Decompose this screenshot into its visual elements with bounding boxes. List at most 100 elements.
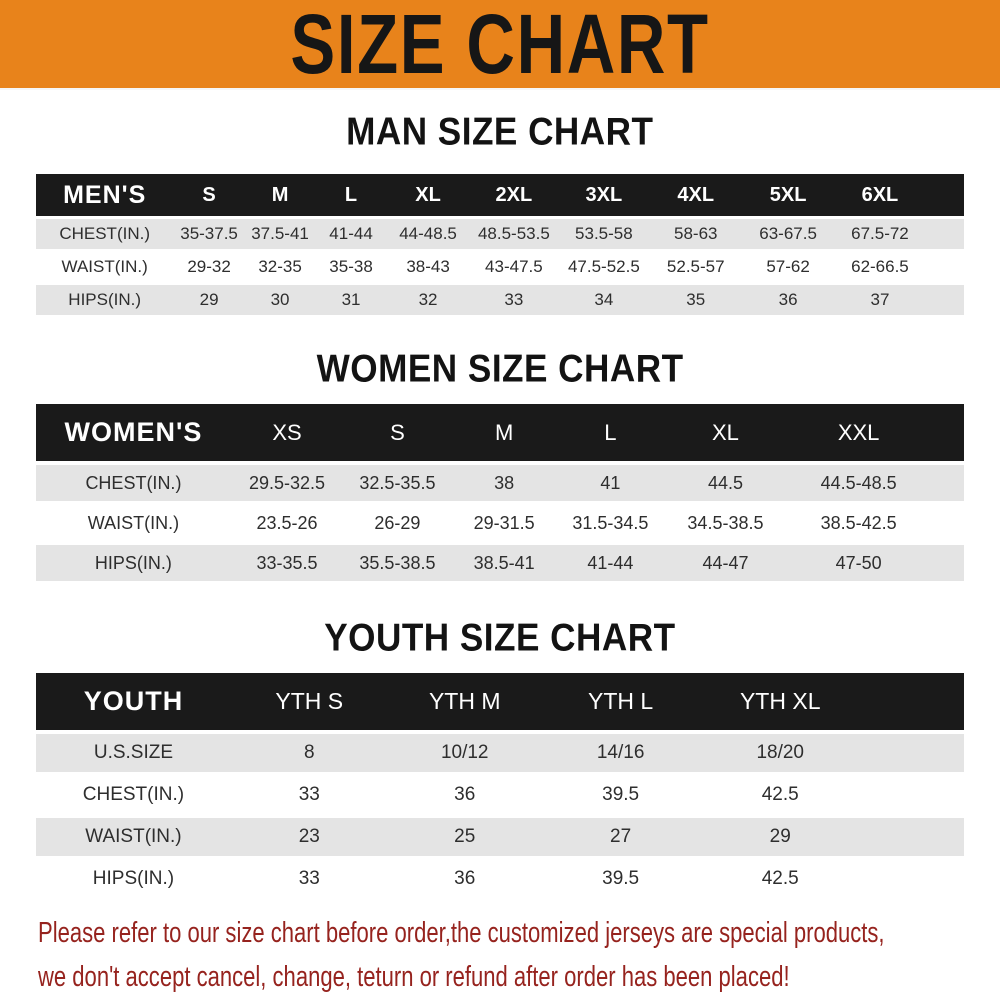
size-value-cell: 34 — [558, 285, 650, 315]
men-hips-row: HIPS(IN.) 29 30 31 32 33 34 35 36 37 — [36, 285, 964, 315]
size-value-cell: 43-47.5 — [469, 252, 559, 282]
youth-col-header: YTH L — [541, 673, 700, 730]
size-value-cell: 62-66.5 — [834, 252, 926, 282]
row-label: U.S.SIZE — [36, 734, 231, 772]
women-chest-row: CHEST(IN.) 29.5-32.5 32.5-35.5 38 41 44.… — [36, 465, 964, 501]
men-col-header: M — [244, 174, 316, 216]
youth-section: YOUTH SIZE CHART YOUTH YTH S YTH M YTH L… — [0, 615, 1000, 902]
size-value-cell: 48.5-53.5 — [469, 219, 559, 249]
men-col-header: 2XL — [469, 174, 559, 216]
size-value-cell: 29-31.5 — [451, 505, 557, 541]
size-value-cell: 44.5-48.5 — [786, 465, 931, 501]
men-table-corner: MEN'S — [36, 174, 174, 216]
size-value-cell: 47-50 — [786, 545, 931, 581]
filler-cell — [925, 285, 964, 315]
filler-cell — [925, 252, 964, 282]
size-value-cell: 33 — [469, 285, 559, 315]
youth-waist-row: WAIST(IN.) 23 25 27 29 — [36, 818, 964, 856]
women-size-table: WOMEN'S XS S M L XL XXL CHEST(IN.) 29.5-… — [36, 400, 964, 585]
women-section-heading: WOMEN SIZE CHART — [0, 346, 1000, 390]
youth-chest-row: CHEST(IN.) 33 36 39.5 42.5 — [36, 776, 964, 814]
filler-cell — [930, 465, 964, 501]
size-chart-title: SIZE CHART — [290, 0, 710, 91]
size-value-cell: 14/16 — [541, 734, 700, 772]
men-section-heading: MAN SIZE CHART — [0, 109, 1000, 153]
youth-table-corner: YOUTH — [36, 673, 231, 730]
size-value-cell: 29 — [173, 285, 245, 315]
filler-cell — [860, 673, 964, 730]
row-label: HIPS(IN.) — [36, 545, 231, 581]
size-value-cell: 42.5 — [699, 776, 861, 814]
women-col-header: L — [556, 404, 665, 461]
filler-cell — [930, 545, 964, 581]
filler-cell — [930, 505, 964, 541]
size-value-cell: 35.5-38.5 — [343, 545, 452, 581]
size-value-cell: 44-48.5 — [386, 219, 470, 249]
filler-cell — [860, 776, 964, 814]
men-col-header: 3XL — [558, 174, 650, 216]
size-value-cell: 33 — [230, 860, 388, 898]
row-label: HIPS(IN.) — [36, 285, 174, 315]
size-value-cell: 10/12 — [387, 734, 542, 772]
women-col-header: XS — [230, 404, 344, 461]
size-value-cell: 47.5-52.5 — [558, 252, 650, 282]
men-waist-row: WAIST(IN.) 29-32 32-35 35-38 38-43 43-47… — [36, 252, 964, 282]
row-label: CHEST(IN.) — [36, 776, 231, 814]
row-label: WAIST(IN.) — [36, 818, 231, 856]
women-table-corner: WOMEN'S — [36, 404, 231, 461]
size-value-cell: 53.5-58 — [558, 219, 650, 249]
size-value-cell: 44-47 — [664, 545, 787, 581]
youth-header-row: YOUTH YTH S YTH M YTH L YTH XL — [36, 673, 964, 730]
size-value-cell: 26-29 — [343, 505, 452, 541]
men-section: MAN SIZE CHART MEN'S S M L XL 2XL 3XL 4X… — [0, 109, 1000, 318]
filler-cell — [925, 219, 964, 249]
youth-col-header: YTH S — [230, 673, 388, 730]
row-label: WAIST(IN.) — [36, 505, 231, 541]
size-chart-banner: SIZE CHART — [0, 0, 1000, 90]
size-value-cell: 34.5-38.5 — [664, 505, 787, 541]
size-value-cell: 33-35.5 — [230, 545, 344, 581]
size-value-cell: 38 — [451, 465, 557, 501]
youth-section-heading-text: YOUTH SIZE CHART — [324, 615, 676, 659]
size-value-cell: 63-67.5 — [742, 219, 835, 249]
size-value-cell: 25 — [387, 818, 542, 856]
men-col-header: S — [173, 174, 245, 216]
size-value-cell: 52.5-57 — [649, 252, 743, 282]
row-label: WAIST(IN.) — [36, 252, 174, 282]
size-value-cell: 57-62 — [742, 252, 835, 282]
women-waist-row: WAIST(IN.) 23.5-26 26-29 29-31.5 31.5-34… — [36, 505, 964, 541]
men-section-heading-text: MAN SIZE CHART — [346, 109, 654, 153]
size-value-cell: 35 — [649, 285, 743, 315]
men-size-table: MEN'S S M L XL 2XL 3XL 4XL 5XL 6XL CHEST… — [36, 171, 964, 318]
size-value-cell: 41-44 — [556, 545, 665, 581]
men-chest-row: CHEST(IN.) 35-37.5 37.5-41 41-44 44-48.5… — [36, 219, 964, 249]
size-value-cell: 36 — [387, 860, 542, 898]
women-col-header: XXL — [786, 404, 931, 461]
size-value-cell: 35-38 — [315, 252, 387, 282]
row-label: CHEST(IN.) — [36, 465, 231, 501]
size-value-cell: 32-35 — [244, 252, 316, 282]
youth-ussize-row: U.S.SIZE 8 10/12 14/16 18/20 — [36, 734, 964, 772]
size-value-cell: 36 — [742, 285, 835, 315]
disclaimer-line-1: Please refer to our size chart before or… — [38, 917, 885, 949]
size-value-cell: 37 — [834, 285, 926, 315]
men-col-header: XL — [386, 174, 470, 216]
size-value-cell: 32 — [386, 285, 470, 315]
size-value-cell: 23 — [230, 818, 388, 856]
size-value-cell: 30 — [244, 285, 316, 315]
size-value-cell: 18/20 — [699, 734, 861, 772]
size-value-cell: 31 — [315, 285, 387, 315]
size-value-cell: 23.5-26 — [230, 505, 344, 541]
youth-col-header: YTH M — [387, 673, 542, 730]
women-col-header: M — [451, 404, 557, 461]
size-value-cell: 37.5-41 — [244, 219, 316, 249]
men-col-header: 6XL — [834, 174, 926, 216]
youth-col-header: YTH XL — [699, 673, 861, 730]
filler-cell — [860, 818, 964, 856]
size-value-cell: 29-32 — [173, 252, 245, 282]
women-section-heading-text: WOMEN SIZE CHART — [316, 346, 684, 390]
women-col-header: S — [343, 404, 452, 461]
youth-hips-row: HIPS(IN.) 33 36 39.5 42.5 — [36, 860, 964, 898]
disclaimer-line-2: we don't accept cancel, change, teturn o… — [38, 960, 790, 993]
size-value-cell: 32.5-35.5 — [343, 465, 452, 501]
